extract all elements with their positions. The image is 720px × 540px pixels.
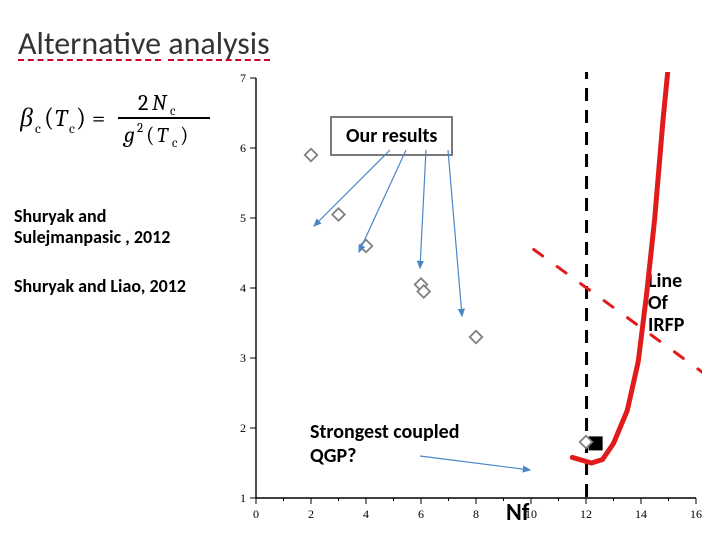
svg-text:6: 6 [240, 141, 246, 155]
title-word-1: Alternative [18, 29, 161, 61]
formula-beta-sub: c [35, 120, 41, 137]
svg-text:5: 5 [240, 211, 246, 225]
formula-num-N: N [152, 90, 168, 116]
formula-num-2: 2 [138, 90, 148, 116]
svg-text:): ) [180, 122, 188, 148]
svg-text:2: 2 [308, 507, 314, 521]
ref1-line2: Sulejmanpasic , 2012 [14, 227, 170, 248]
page-title: Alternative analysis [18, 24, 270, 63]
svg-text:10: 10 [525, 507, 537, 521]
formula-den-T: T [157, 124, 169, 148]
svg-text:1: 1 [240, 491, 246, 505]
svg-text:): ) [76, 103, 86, 133]
svg-text:14: 14 [635, 507, 647, 521]
formula-beta: β [20, 103, 33, 133]
formula-num-Nc: c [170, 104, 176, 119]
svg-text:6: 6 [418, 507, 424, 521]
formula-den-g: g [122, 122, 135, 148]
svg-text:8: 8 [473, 507, 479, 521]
ref1-line1: Shuryak and [14, 206, 170, 227]
formula: β c ( T c ) = 2 N c g 2 ( T c ) [20, 86, 218, 148]
svg-text:2: 2 [240, 421, 246, 435]
title-word-2: analysis [168, 29, 269, 61]
formula-lhs-Tc: c [69, 120, 75, 137]
svg-text:12: 12 [580, 507, 592, 521]
svg-text:3: 3 [240, 351, 246, 365]
svg-text:4: 4 [363, 507, 369, 521]
svg-text:(: ( [146, 122, 154, 148]
svg-text:0: 0 [253, 507, 259, 521]
svg-text:4: 4 [240, 281, 246, 295]
formula-den-Tc: c [172, 136, 178, 148]
svg-text:(: ( [44, 103, 54, 133]
svg-text:16: 16 [690, 507, 702, 521]
formula-den-exp: 2 [137, 121, 143, 136]
formula-eq: = [92, 104, 105, 132]
chart: 02468101214161234567 [226, 72, 702, 532]
ref-shuryak-liao: Shuryak and Liao, 2012 [14, 276, 186, 297]
ref-shuryak-sulejmanpasic: Shuryak and Sulejmanpasic , 2012 [14, 206, 170, 247]
svg-text:7: 7 [240, 72, 246, 85]
formula-lhs-T: T [55, 104, 69, 132]
